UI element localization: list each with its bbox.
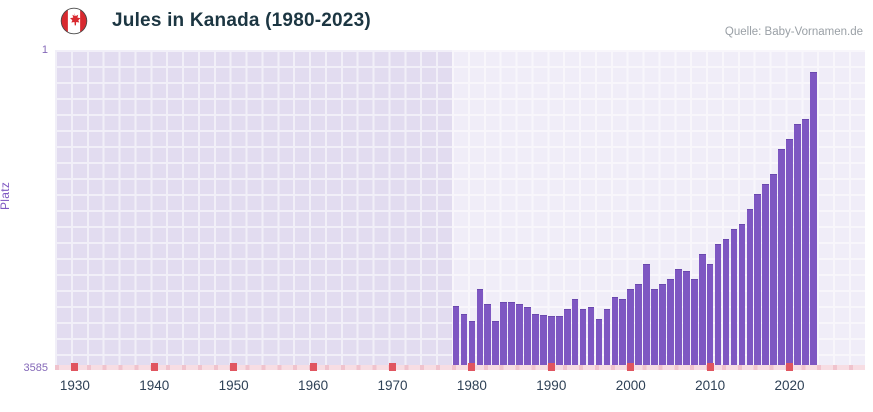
bar-2022[interactable] [802,119,809,370]
bar-2011[interactable] [714,244,722,370]
bar-2010[interactable] [706,264,714,370]
bar-1996[interactable] [595,319,603,370]
x-axis-label-1980: 1980 [456,378,487,393]
bar-2021[interactable] [794,124,801,370]
bar-1988[interactable] [532,314,539,370]
x-axis-tick-1970 [389,363,396,371]
bar-2014[interactable] [738,224,746,370]
bar-2023[interactable] [810,72,817,370]
bar-2002[interactable] [643,264,650,370]
x-axis-label-1970: 1970 [377,378,408,393]
bar-2020[interactable] [786,139,793,370]
bar-1984[interactable] [500,301,507,370]
x-axis-label-1990: 1990 [536,378,567,393]
x-axis-tick-2020 [786,363,794,371]
bar-2006[interactable] [675,269,682,370]
x-axis-tick-1960 [309,363,317,371]
bar-1998[interactable] [611,297,619,370]
bars-layer [55,50,865,370]
x-axis-label-2010: 2010 [695,378,726,393]
chart-title: Jules in Kanada (1980-2023) [112,10,371,31]
bar-2008[interactable] [690,279,698,370]
bar-2018[interactable] [770,174,777,370]
bar-2005[interactable] [667,279,674,370]
bar-1979[interactable] [460,314,468,370]
y-axis-bottom-tick-label: 3585 [23,362,48,374]
x-axis-label-1950: 1950 [218,378,249,393]
x-axis-tick-2010 [706,363,714,371]
bar-1991[interactable] [555,315,563,370]
bar-2013[interactable] [730,229,738,370]
bar-2019[interactable] [778,149,785,370]
bar-2017[interactable] [762,184,770,370]
y-axis-top-tick-label: 1 [41,44,48,56]
bar-2009[interactable] [698,254,706,370]
x-axis-label-1960: 1960 [298,378,329,393]
bar-1990[interactable] [547,315,555,370]
source-attribution: Quelle: Baby-Vornamen.de [724,26,863,38]
bar-1981[interactable] [476,289,484,370]
bar-1993[interactable] [571,299,579,370]
x-axis-label-2020: 2020 [774,378,805,393]
bar-1986[interactable] [516,304,523,370]
x-axis-label-2000: 2000 [615,378,646,393]
bar-2004[interactable] [659,284,666,370]
x-axis-label-1930: 1930 [59,378,90,393]
x-axis-tick-1990 [547,363,555,371]
x-axis-tick-1930 [71,363,79,371]
bar-1987[interactable] [524,306,531,370]
bar-1982[interactable] [484,304,492,370]
x-axis-label-1940: 1940 [139,378,170,393]
x-axis-tick-2000 [627,363,635,371]
bar-1989[interactable] [540,314,547,370]
bar-2016[interactable] [754,194,762,370]
bar-1978[interactable] [452,305,460,370]
bar-1992[interactable] [563,309,571,370]
bar-2012[interactable] [722,239,730,370]
bar-2000[interactable] [627,289,635,370]
x-axis-tick-1950 [230,363,238,371]
x-axis-tick-1980 [468,363,476,371]
bar-2001[interactable] [635,284,642,370]
x-axis-band [55,365,865,370]
plot-area [55,50,865,371]
bar-1999[interactable] [619,299,627,370]
bar-2007[interactable] [682,270,690,370]
bar-2015[interactable] [746,209,754,370]
bar-1997[interactable] [603,309,611,370]
bar-1995[interactable] [587,306,595,370]
bar-1983[interactable] [492,320,500,370]
x-axis-labels: 1930 1940 1950 1960 1970 1980 1990 2000 2010 2020 [55,378,865,398]
y-axis-title: Platz [0,181,12,210]
bar-1985[interactable] [508,301,515,370]
canada-flag-icon [60,7,88,35]
bar-1994[interactable] [579,309,587,370]
bar-2003[interactable] [651,289,658,370]
x-axis-tick-1940 [150,363,158,371]
